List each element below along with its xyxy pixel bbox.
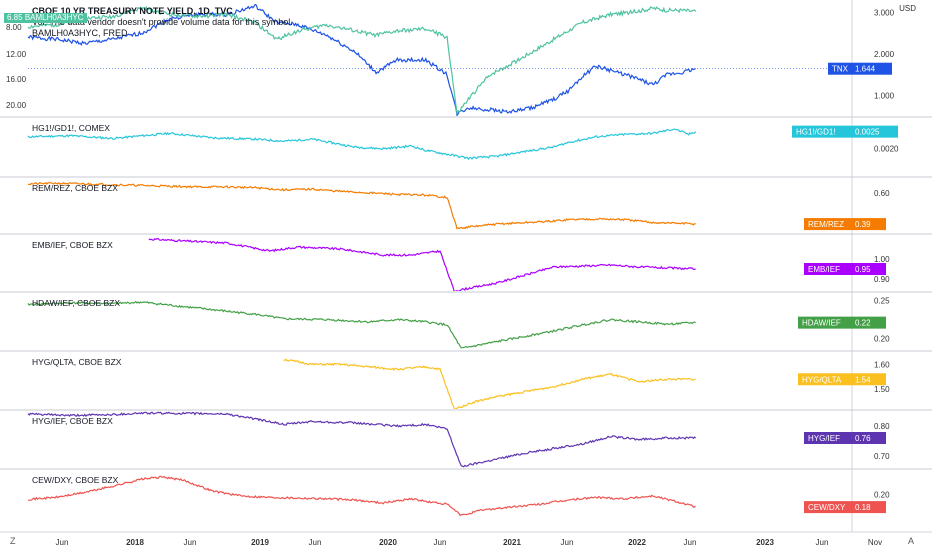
time-axis-tick-label: 2019 — [251, 538, 269, 547]
time-axis-tick-label: Jun — [56, 538, 69, 547]
time-axis-tick-label: 2021 — [503, 538, 521, 547]
chart-header: CBOE 10 YR TREASURY NOTE YIELD, 1D, TVC … — [32, 6, 293, 39]
last-value-badge — [804, 218, 886, 231]
price-axis-tick-label: 1.00 — [874, 255, 890, 264]
price-axis-tick-label: 2.000 — [874, 50, 895, 59]
overlay-value-badge: 6.85 BAMLH0A3HYC — [4, 13, 87, 23]
time-axis-tick-label: 2018 — [126, 538, 144, 547]
price-axis-tick-label: 3.000 — [874, 8, 895, 17]
last-value-badge-value: 1.644 — [855, 65, 876, 74]
price-axis-tick-label: 1.50 — [874, 385, 890, 394]
last-value-badge — [798, 373, 886, 386]
time-axis-tick-label: Jun — [684, 538, 697, 547]
last-value-badge-name: TNX — [832, 65, 849, 74]
price-axis-tick-label: 0.80 — [874, 422, 890, 431]
last-value-badge-value: 0.95 — [855, 265, 871, 274]
series-line-hdaw-ief — [27, 300, 696, 349]
pane-title: REM/REZ, CBOE BZX — [32, 183, 118, 193]
left-axis-tick-label: 12.00 — [6, 50, 27, 59]
time-axis-tick-label: Jun — [561, 538, 574, 547]
last-value-badge-value: 0.76 — [855, 434, 871, 443]
volume-note: Vol: The data vendor doesn't provide vol… — [32, 17, 293, 27]
price-axis-tick-label: 0.60 — [874, 189, 890, 198]
series-line-hg1-gd1- — [27, 128, 697, 161]
price-axis-tick-label: 0.0020 — [874, 145, 899, 154]
pane-title: EMB/IEF, CBOE BZX — [32, 240, 113, 250]
price-axis-tick-label: 0.25 — [874, 297, 890, 306]
pane-title: CEW/DXY, CBOE BZX — [32, 475, 119, 485]
price-axis-tick-label: 0.20 — [874, 491, 890, 500]
last-value-badge-name: HYG/QLTA — [802, 375, 842, 384]
last-value-badge — [792, 125, 898, 138]
left-axis-tick-label: 20.00 — [6, 101, 27, 110]
last-value-badge-name: HDAW/IEF — [802, 319, 841, 328]
series-line-bamlh0a3hyc — [27, 5, 697, 116]
left-axis-tick-label: 8.00 — [6, 23, 22, 32]
last-value-badge-value: 0.39 — [855, 220, 871, 229]
price-axis-tick-label: 0.70 — [874, 452, 890, 461]
last-value-badge — [804, 501, 886, 514]
price-axis-tick-label: 0.20 — [874, 335, 890, 344]
currency-label: USD — [899, 4, 916, 13]
last-value-badge — [804, 432, 886, 444]
last-value-badge-name: EMB/IEF — [808, 265, 840, 274]
last-value-badge-name: REM/REZ — [808, 220, 844, 229]
last-value-badge-value: 0.22 — [855, 319, 871, 328]
last-value-badge-value: 0.0025 — [855, 128, 880, 137]
overlay-badge-name: BAMLH0A3HYC — [24, 13, 84, 22]
series-line-emb-ief — [148, 237, 696, 291]
pane-title: HYG/IEF, CBOE BZX — [32, 416, 113, 426]
last-value-badge-name: CEW/DXY — [808, 503, 846, 512]
time-axis-tick-label: Jun — [434, 538, 447, 547]
time-axis-tick-label: Nov — [868, 538, 882, 547]
price-axis-tick-label: 0.90 — [874, 275, 890, 284]
last-value-badge — [798, 316, 886, 329]
last-value-badge-name: HYG/IEF — [808, 434, 840, 443]
last-value-badge-value: 0.18 — [855, 503, 871, 512]
overlay-symbol-label: BAMLH0A3HYC, FRED — [32, 28, 128, 38]
time-axis-tick-label: Jun — [309, 538, 322, 547]
timezone-button[interactable]: Z — [10, 536, 16, 546]
series-line-tnx — [27, 4, 696, 116]
last-value-badge-name: HG1!/GD1! — [796, 128, 836, 137]
overlay-badge-value: 6.85 — [7, 13, 23, 22]
pane-title: HG1!/GD1!, COMEX — [32, 123, 110, 133]
chart-title: CBOE 10 YR TREASURY NOTE YIELD, 1D, TVC — [32, 6, 233, 16]
series-line-hyg-qlta — [283, 358, 696, 409]
time-axis-tick-label: 2022 — [628, 538, 646, 547]
price-axis-tick-label: 1.000 — [874, 91, 895, 100]
last-value-badge-value: 1.54 — [855, 375, 871, 384]
last-value-badge — [804, 263, 886, 275]
pane-title: HDAW/IEF, CBOE BZX — [32, 298, 120, 308]
series-line-hyg-ief — [27, 411, 697, 468]
time-axis-tick-label: 2023 — [756, 538, 774, 547]
last-value-badge — [828, 62, 892, 75]
price-axis-tick-label: 1.60 — [874, 360, 890, 369]
time-axis-tick-label: Jun — [184, 538, 197, 547]
time-axis-tick-label: Jun — [816, 538, 829, 547]
series-line-cew-dxy — [27, 475, 696, 517]
time-axis-tick-label: 2020 — [379, 538, 397, 547]
auto-scale-button[interactable]: A — [907, 536, 914, 546]
left-axis-tick-label: 16.00 — [6, 75, 27, 84]
series-line-rem-rez — [28, 181, 696, 230]
pane-title: HYG/QLTA, CBOE BZX — [32, 357, 122, 367]
